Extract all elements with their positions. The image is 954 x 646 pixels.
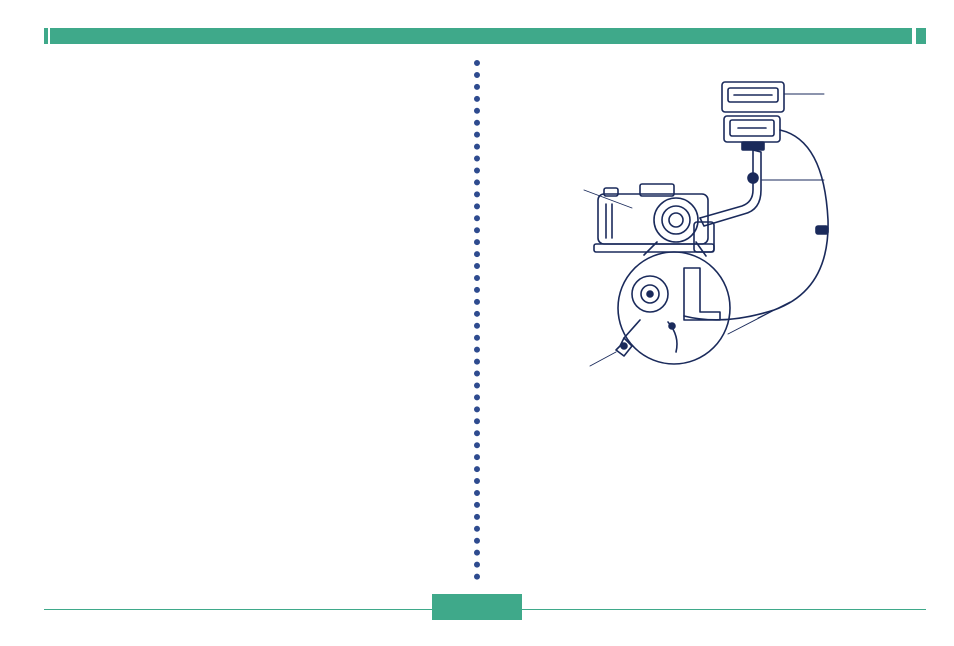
bracket-icon	[700, 150, 761, 226]
content-area	[60, 60, 894, 586]
diagram-wrap	[497, 70, 874, 370]
page-container	[0, 0, 954, 646]
topbar-right-gap	[912, 28, 916, 44]
right-column	[477, 60, 894, 586]
topbar-left-accent	[44, 28, 48, 44]
camera-flash-diagram	[524, 70, 864, 370]
flash-icon	[722, 82, 784, 150]
topbar	[50, 28, 926, 44]
page-number-box	[432, 594, 522, 620]
terminal-detail-icon	[616, 268, 720, 356]
left-column	[60, 60, 477, 586]
